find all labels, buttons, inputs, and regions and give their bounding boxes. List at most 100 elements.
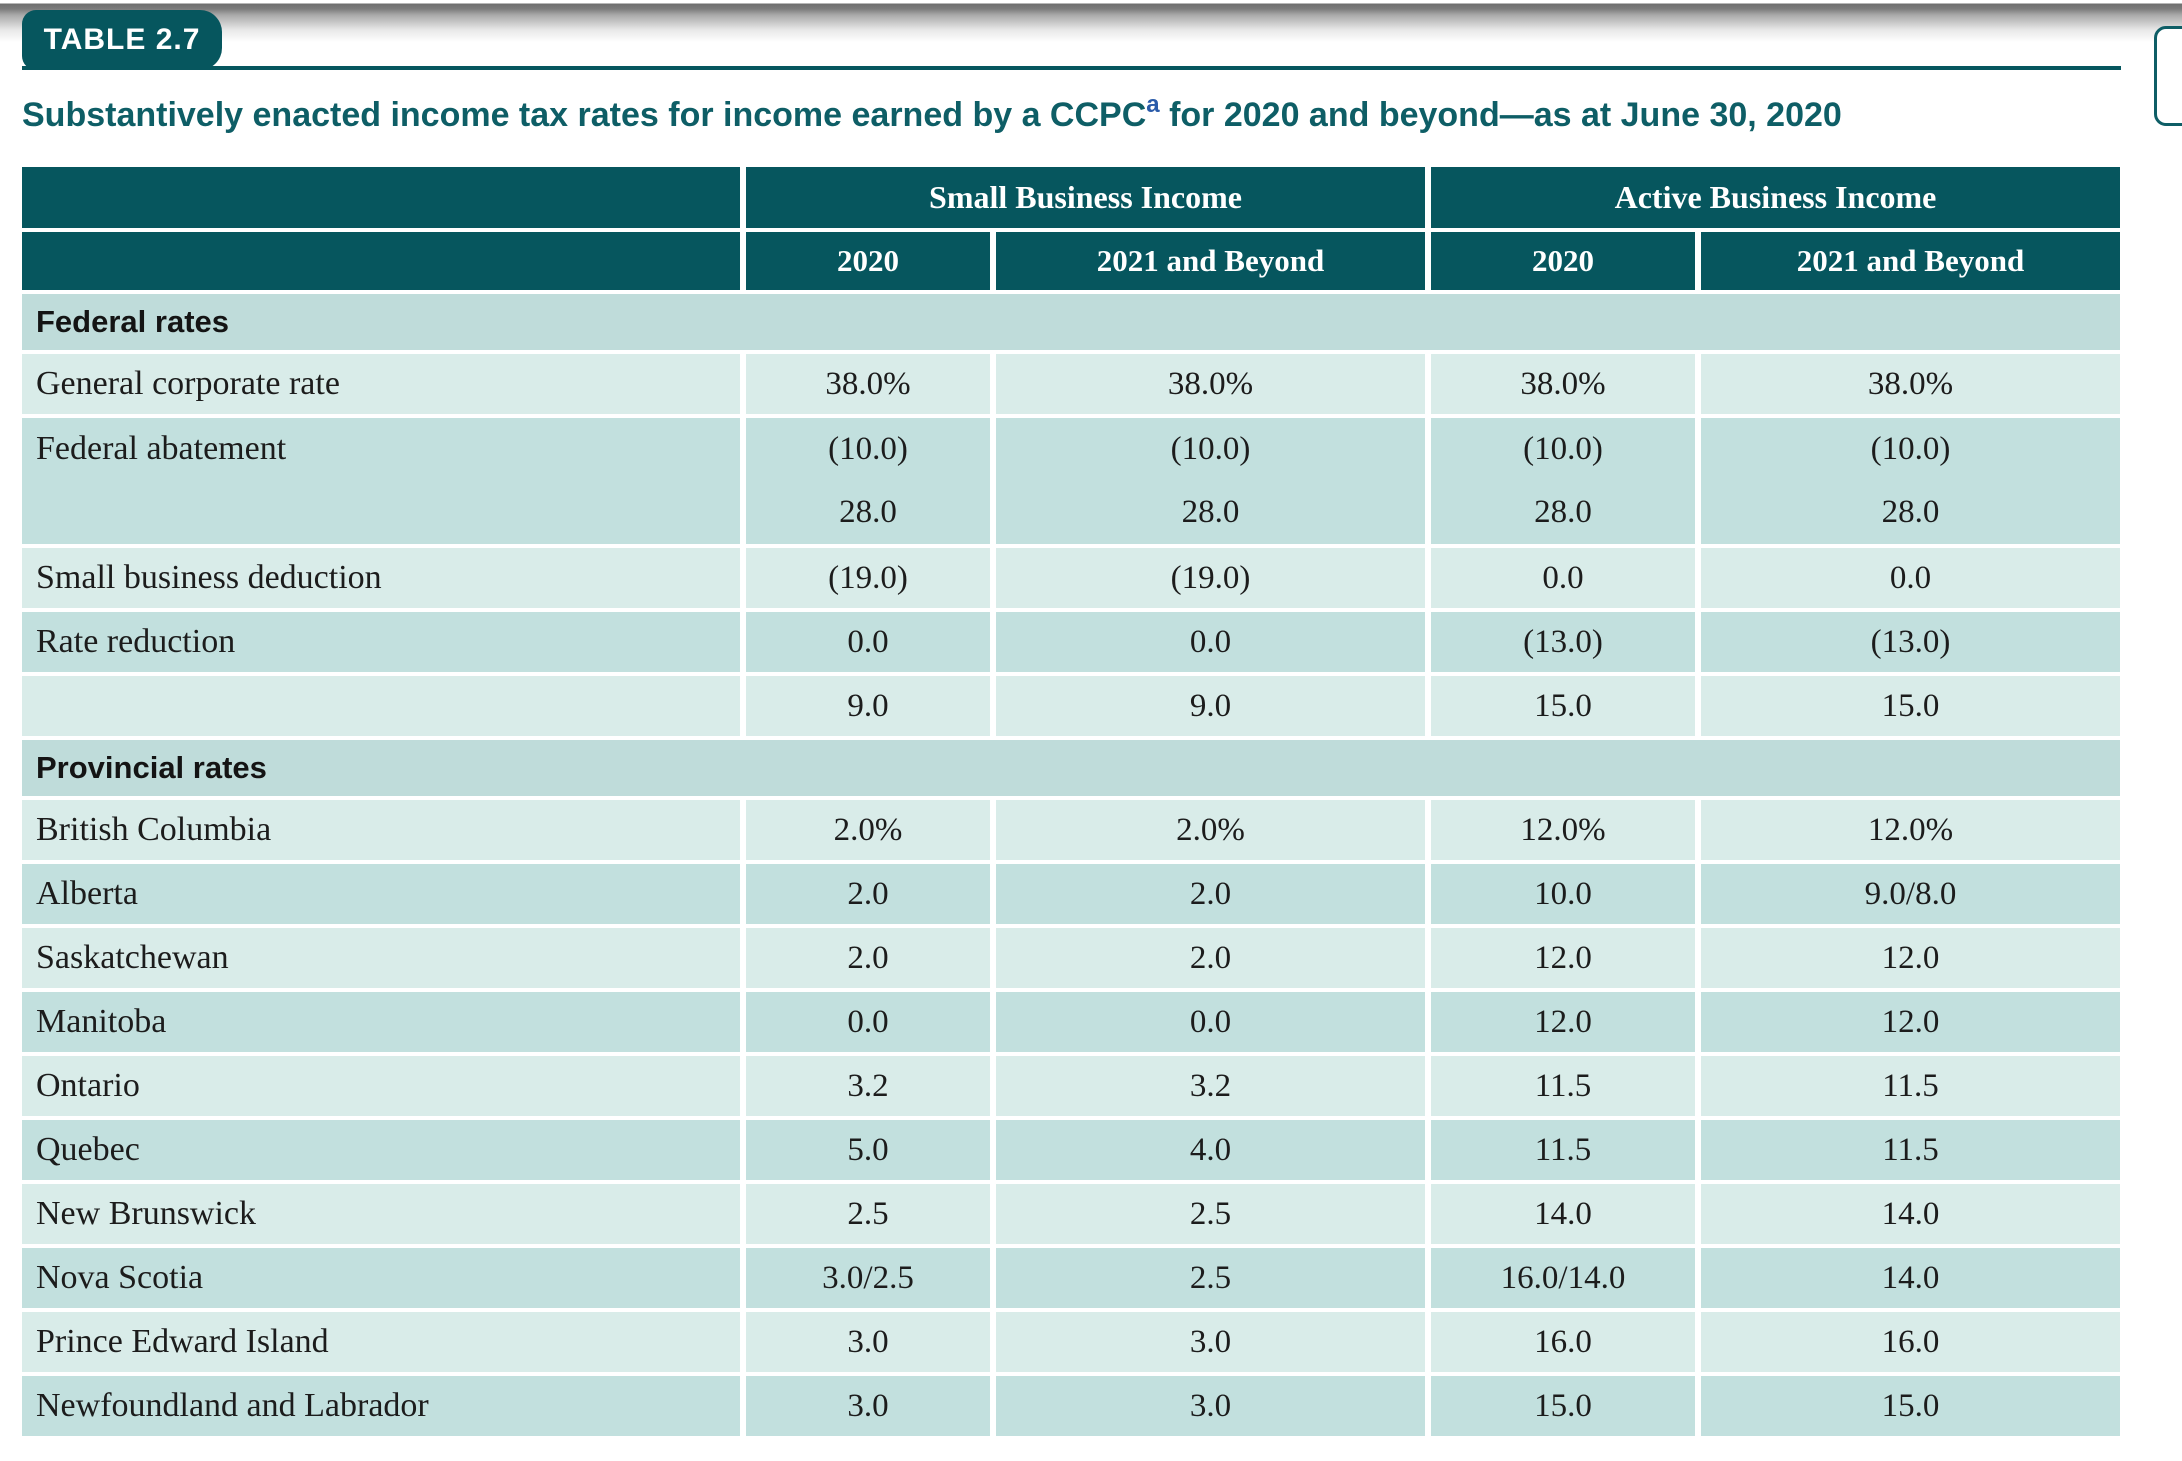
cell-value: 12.0% <box>1431 800 1695 860</box>
cell-value: 0.0 <box>1701 548 2120 608</box>
title-text: Substantively enacted income tax rates f… <box>22 96 1147 134</box>
section-row-label: Provincial rates <box>22 740 2120 796</box>
table-number-badge: TABLE 2.7 <box>22 10 222 70</box>
cell-value: 14.0 <box>1431 1184 1695 1244</box>
cell-value: 0.0 <box>996 612 1425 672</box>
cell-value: 38.0% <box>1701 354 2120 414</box>
cell-value: 15.0 <box>1701 1376 2120 1436</box>
row-label: Quebec <box>22 1120 740 1180</box>
footnote-marker: a <box>1146 90 1160 118</box>
col-header-sbi-2021: 2021 and Beyond <box>996 232 1425 290</box>
row-label: Alberta <box>22 864 740 924</box>
row-label: Ontario <box>22 1056 740 1116</box>
cell-value: 3.0 <box>996 1376 1425 1436</box>
cell-value-bottom: 28.0 <box>839 494 897 530</box>
title-text-continued: for 2020 and beyond—as at June 30, 2020 <box>1159 96 1842 134</box>
col-header-abi-2020: 2020 <box>1431 232 1695 290</box>
col-header-abi-2021: 2021 and Beyond <box>1701 232 2120 290</box>
cell-value: 3.0 <box>996 1312 1425 1372</box>
row-label: Nova Scotia <box>22 1248 740 1308</box>
cell-value: 12.0% <box>1701 800 2120 860</box>
cell-value: (10.0) 28.0 <box>996 418 1425 544</box>
header-empty-sub <box>22 232 740 290</box>
cell-value: 9.0/8.0 <box>1701 864 2120 924</box>
cell-value: 15.0 <box>1431 676 1695 736</box>
cell-value: 12.0 <box>1701 928 2120 988</box>
cell-value-top: (10.0) <box>1170 431 1251 467</box>
row-label: Manitoba <box>22 992 740 1052</box>
col-header-sbi-2020: 2020 <box>746 232 990 290</box>
cell-value-top: (10.0) <box>1523 431 1603 467</box>
cell-value: 3.2 <box>746 1056 990 1116</box>
cell-value: 38.0% <box>746 354 990 414</box>
next-table-badge-fragment <box>2154 26 2182 126</box>
cell-value: (10.0) 28.0 <box>1701 418 2120 544</box>
page-title: Substantively enacted income tax rates f… <box>22 92 2022 135</box>
top-toolbar-shadow <box>0 0 2182 42</box>
cell-value: (13.0) <box>1431 612 1695 672</box>
cell-value: (13.0) <box>1701 612 2120 672</box>
cell-value: (10.0) 28.0 <box>1431 418 1695 544</box>
cell-value: 3.0 <box>746 1376 990 1436</box>
cell-value-top: (10.0) <box>1870 431 1951 467</box>
cell-value: 11.5 <box>1701 1120 2120 1180</box>
section-row-label: Federal rates <box>22 294 2120 350</box>
cell-value: 0.0 <box>746 612 990 672</box>
cell-value-bottom: 28.0 <box>1534 494 1592 530</box>
cell-value: 2.0% <box>996 800 1425 860</box>
cell-value-top: (10.0) <box>828 431 908 467</box>
cell-value: 2.5 <box>996 1248 1425 1308</box>
row-label: Prince Edward Island <box>22 1312 740 1372</box>
cell-value: 14.0 <box>1701 1248 2120 1308</box>
cell-value: 11.5 <box>1431 1056 1695 1116</box>
cell-value: 15.0 <box>1431 1376 1695 1436</box>
cell-value: 2.0% <box>746 800 990 860</box>
row-label: Saskatchewan <box>22 928 740 988</box>
row-label: Newfoundland and Labrador <box>22 1376 740 1436</box>
cell-value: 11.5 <box>1431 1120 1695 1180</box>
cell-value: 15.0 <box>1701 676 2120 736</box>
cell-value: 38.0% <box>1431 354 1695 414</box>
cell-value: 2.5 <box>996 1184 1425 1244</box>
cell-value: (10.0) 28.0 <box>746 418 990 544</box>
cell-value: 12.0 <box>1431 928 1695 988</box>
cell-value: 0.0 <box>746 992 990 1052</box>
group-header-small-business: Small Business Income <box>746 167 1425 228</box>
cell-value: 4.0 <box>996 1120 1425 1180</box>
row-label: Rate reduction <box>22 612 740 672</box>
cell-value: 2.0 <box>996 864 1425 924</box>
cell-value: 38.0% <box>996 354 1425 414</box>
cell-value-bottom: 28.0 <box>1881 494 1940 530</box>
cell-value-bottom: 28.0 <box>1181 494 1240 530</box>
cell-value: 3.2 <box>996 1056 1425 1116</box>
cell-value: 0.0 <box>1431 548 1695 608</box>
cell-value: 16.0 <box>1701 1312 2120 1372</box>
row-label: General corporate rate <box>22 354 740 414</box>
row-label: British Columbia <box>22 800 740 860</box>
tax-rates-table: Small Business Income Active Business In… <box>22 167 2120 1436</box>
cell-value: 2.0 <box>746 928 990 988</box>
cell-value: 2.0 <box>746 864 990 924</box>
row-label: Small business deduction <box>22 548 740 608</box>
cell-value: 11.5 <box>1701 1056 2120 1116</box>
row-label: Federal abatement <box>22 418 740 544</box>
cell-value: 5.0 <box>746 1120 990 1180</box>
cell-value: 12.0 <box>1431 992 1695 1052</box>
group-header-active-business: Active Business Income <box>1431 167 2120 228</box>
cell-value: 9.0 <box>996 676 1425 736</box>
table-number-label: TABLE 2.7 <box>43 23 201 56</box>
cell-value: 14.0 <box>1701 1184 2120 1244</box>
cell-value: 16.0 <box>1431 1312 1695 1372</box>
cell-value: (19.0) <box>996 548 1425 608</box>
cell-value: 12.0 <box>1701 992 2120 1052</box>
cell-value: 16.0/14.0 <box>1431 1248 1695 1308</box>
cell-value: 10.0 <box>1431 864 1695 924</box>
cell-value: 2.5 <box>746 1184 990 1244</box>
row-label <box>22 676 740 736</box>
badge-rule-line <box>22 66 2121 70</box>
cell-value: 3.0/2.5 <box>746 1248 990 1308</box>
header-empty-top <box>22 167 740 228</box>
cell-value: 9.0 <box>746 676 990 736</box>
cell-value: 2.0 <box>996 928 1425 988</box>
row-label: New Brunswick <box>22 1184 740 1244</box>
